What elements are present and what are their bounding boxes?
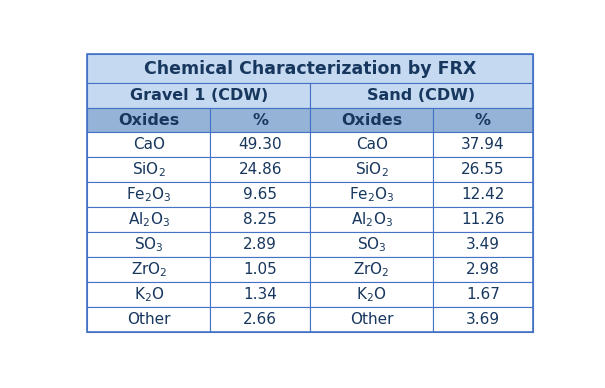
Text: Chemical Characterization by FRX: Chemical Characterization by FRX <box>144 60 476 78</box>
Text: 8.25: 8.25 <box>243 212 277 227</box>
Bar <box>433 132 533 157</box>
Text: Fe$_2$O$_3$: Fe$_2$O$_3$ <box>349 185 394 204</box>
Bar <box>310 157 433 182</box>
Text: Other: Other <box>350 312 393 327</box>
Bar <box>310 108 433 132</box>
Bar <box>310 282 433 307</box>
Text: Other: Other <box>127 312 171 327</box>
Text: K$_2$O: K$_2$O <box>134 285 164 304</box>
Text: 1.34: 1.34 <box>243 287 277 302</box>
Text: CaO: CaO <box>356 137 388 152</box>
Bar <box>87 132 211 157</box>
Bar <box>87 257 211 282</box>
Text: K$_2$O: K$_2$O <box>356 285 387 304</box>
Text: SiO$_2$: SiO$_2$ <box>355 160 388 179</box>
Text: CaO: CaO <box>133 137 165 152</box>
Text: Oxides: Oxides <box>119 113 180 128</box>
Bar <box>433 257 533 282</box>
Bar <box>87 83 310 108</box>
Bar <box>87 157 211 182</box>
Bar <box>211 132 310 157</box>
Text: 2.98: 2.98 <box>466 262 500 277</box>
Bar <box>310 257 433 282</box>
Bar <box>433 232 533 257</box>
Text: Sand (CDW): Sand (CDW) <box>367 88 476 103</box>
Bar <box>433 157 533 182</box>
Text: %: % <box>475 113 491 128</box>
Text: 11.26: 11.26 <box>461 212 505 227</box>
Bar <box>433 282 533 307</box>
Bar <box>87 207 211 232</box>
Text: SO$_3$: SO$_3$ <box>134 235 164 254</box>
Bar <box>211 182 310 207</box>
Bar <box>211 307 310 332</box>
Bar <box>310 307 433 332</box>
Text: %: % <box>252 113 268 128</box>
Text: 2.66: 2.66 <box>243 312 277 327</box>
Text: 24.86: 24.86 <box>238 162 282 177</box>
Text: SiO$_2$: SiO$_2$ <box>132 160 166 179</box>
Bar <box>211 232 310 257</box>
Text: Al$_2$O$_3$: Al$_2$O$_3$ <box>128 210 170 229</box>
Text: 49.30: 49.30 <box>238 137 282 152</box>
Bar <box>310 83 533 108</box>
Bar <box>310 132 433 157</box>
Bar <box>310 232 433 257</box>
Bar <box>87 232 211 257</box>
Bar <box>211 282 310 307</box>
Text: Oxides: Oxides <box>341 113 402 128</box>
Text: 3.69: 3.69 <box>466 312 500 327</box>
Text: SO$_3$: SO$_3$ <box>357 235 387 254</box>
Bar <box>87 108 211 132</box>
Bar <box>433 182 533 207</box>
Text: ZrO$_2$: ZrO$_2$ <box>131 260 167 279</box>
Bar <box>87 307 211 332</box>
Bar <box>433 307 533 332</box>
Text: 1.05: 1.05 <box>243 262 277 277</box>
Text: Fe$_2$O$_3$: Fe$_2$O$_3$ <box>126 185 172 204</box>
Text: 1.67: 1.67 <box>466 287 500 302</box>
Bar <box>211 257 310 282</box>
Text: 9.65: 9.65 <box>243 187 277 202</box>
Bar <box>87 282 211 307</box>
Text: 12.42: 12.42 <box>461 187 505 202</box>
Text: 2.89: 2.89 <box>243 237 277 252</box>
Text: Al$_2$O$_3$: Al$_2$O$_3$ <box>350 210 393 229</box>
Bar <box>310 207 433 232</box>
Text: Gravel 1 (CDW): Gravel 1 (CDW) <box>129 88 268 103</box>
Text: ZrO$_2$: ZrO$_2$ <box>353 260 390 279</box>
Text: 3.49: 3.49 <box>466 237 500 252</box>
Text: 37.94: 37.94 <box>461 137 505 152</box>
Text: 26.55: 26.55 <box>461 162 505 177</box>
Bar <box>211 108 310 132</box>
Bar <box>87 182 211 207</box>
Bar <box>433 207 533 232</box>
Bar <box>310 182 433 207</box>
Bar <box>211 157 310 182</box>
Bar <box>433 108 533 132</box>
Bar <box>211 207 310 232</box>
Bar <box>87 54 533 83</box>
